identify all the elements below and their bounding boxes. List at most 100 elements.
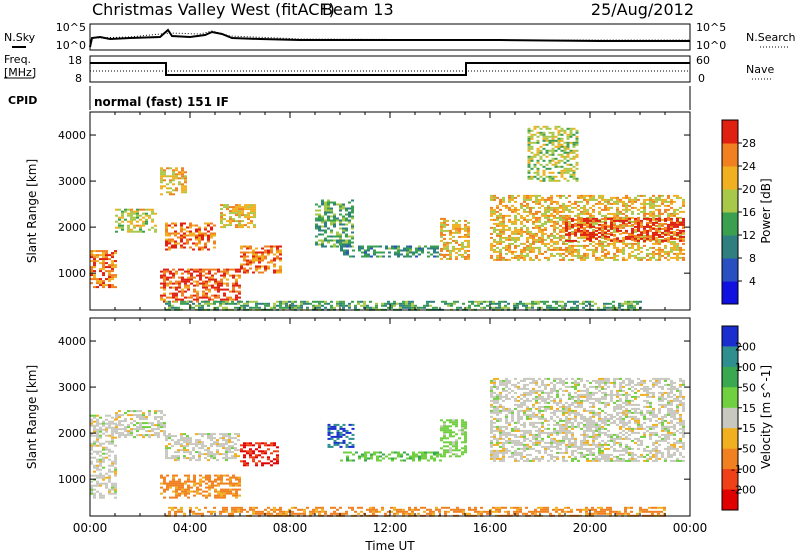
power-echo-cell (99, 280, 102, 283)
power-echo-region (220, 204, 256, 229)
power-echo-cell (548, 161, 552, 164)
power-echo-cell (181, 268, 184, 271)
power-echo-cell (583, 254, 586, 257)
power-echo-cell (446, 257, 449, 260)
power-echo-cell (96, 282, 99, 285)
power-echo-cell (202, 270, 205, 273)
power-echo-cell (544, 256, 547, 259)
velocity-echo-cell (526, 417, 529, 420)
velocity-echo-cell (351, 433, 355, 436)
power-echo-cell (560, 153, 564, 156)
velocity-echo-cell (252, 450, 255, 453)
power-echo-cell (346, 249, 349, 252)
velocity-echo-cell (201, 443, 204, 446)
power-echo-cell (330, 304, 333, 307)
power-echo-cell (613, 233, 616, 236)
power-echo-cell (643, 202, 646, 205)
power-echo-cell (630, 302, 633, 305)
velocity-echo-cell (418, 455, 421, 458)
power-echo-cell (655, 231, 658, 234)
velocity-echo-cell (370, 455, 373, 458)
power-echo-cell (646, 217, 649, 220)
velocity-echo-cell (102, 452, 105, 455)
power-echo-cell (508, 258, 511, 261)
power-echo-cell (559, 234, 562, 237)
power-echo-cell (468, 304, 471, 307)
velocity-echo-cell (96, 452, 99, 455)
power-echo-cell (514, 218, 517, 221)
velocity-echo-cell (517, 409, 520, 412)
velocity-echo-cell (198, 455, 201, 458)
power-echo-cell (643, 214, 646, 217)
velocity-echo-cell (228, 441, 231, 444)
velocity-echo-cell (270, 442, 273, 445)
power-echo-cell (220, 282, 223, 285)
power-echo-cell (535, 238, 538, 241)
freq-label-2: [MHz] (4, 66, 36, 79)
power-echo-cell (169, 292, 172, 295)
velocity-echo-cell (96, 480, 99, 483)
power-echo-cell (258, 271, 261, 274)
power-echo-cell (649, 239, 652, 242)
velocity-echo-cell (502, 405, 505, 408)
power-echo-cell (646, 252, 649, 255)
power-echo-cell (181, 173, 184, 176)
power-echo-cell (130, 214, 133, 217)
velocity-echo-cell (496, 455, 499, 458)
velocity-echo-cell (436, 453, 439, 456)
power-echo-cell (682, 256, 685, 259)
velocity-echo-cell (523, 455, 526, 458)
velocity-echo-cell (208, 486, 211, 489)
power-echo-cell (352, 249, 355, 252)
power-echo-cell (546, 306, 549, 309)
power-echo-cell (583, 233, 586, 236)
power-echo-cell (622, 246, 625, 249)
velocity-echo-cell (464, 435, 467, 438)
power-echo-cell (566, 163, 570, 166)
velocity-echo-cell (114, 472, 117, 475)
power-echo-cell (572, 171, 576, 174)
velocity-echo-cell (461, 447, 464, 450)
power-echo-cell (279, 251, 282, 254)
power-echo-cell (622, 236, 625, 239)
power-echo-cell (547, 206, 550, 209)
power-echo-cell (351, 231, 354, 234)
power-echo-cell (633, 306, 636, 309)
velocity-echo-cell (108, 470, 111, 473)
power-echo-cell (312, 304, 315, 307)
velocity-echo-cell (231, 451, 234, 454)
power-echo-cell (232, 212, 235, 215)
power-echo-cell (411, 300, 414, 303)
velocity-echo-cell (163, 476, 166, 479)
power-echo-cell (343, 249, 346, 252)
power-echo-cell (96, 278, 99, 281)
power-echo-cell (193, 270, 196, 273)
power-echo-cell (514, 244, 517, 247)
power-echo-cell (523, 216, 526, 219)
power-echo-cell (342, 239, 345, 242)
velocity-echo-cell (336, 431, 340, 434)
power-echo-cell (568, 225, 571, 228)
power-echo-cell (193, 298, 196, 301)
power-echo-cell (607, 217, 610, 220)
power-echo-cell (637, 225, 640, 228)
velocity-echo-cell (148, 434, 151, 437)
velocity-echo-cell (520, 393, 523, 396)
velocity-echo-cell (523, 413, 526, 416)
velocity-echo-cell (336, 433, 340, 436)
velocity-echo-cell (102, 482, 105, 485)
power-echo-cell (597, 306, 600, 309)
power-echo-cell (204, 244, 207, 247)
power-echo-cell (214, 278, 217, 281)
power-echo-cell (207, 236, 210, 239)
power-echo-cell (154, 224, 157, 227)
power-echo-cell (198, 234, 201, 237)
velocity-echo-cell (111, 470, 114, 473)
power-echo-cell (447, 304, 450, 307)
power-echo-cell (166, 282, 169, 285)
velocity-echo-cell (136, 430, 139, 433)
power-echo-cell (202, 296, 205, 299)
power-echo-cell (572, 127, 576, 130)
power-echo-cell (168, 302, 171, 305)
